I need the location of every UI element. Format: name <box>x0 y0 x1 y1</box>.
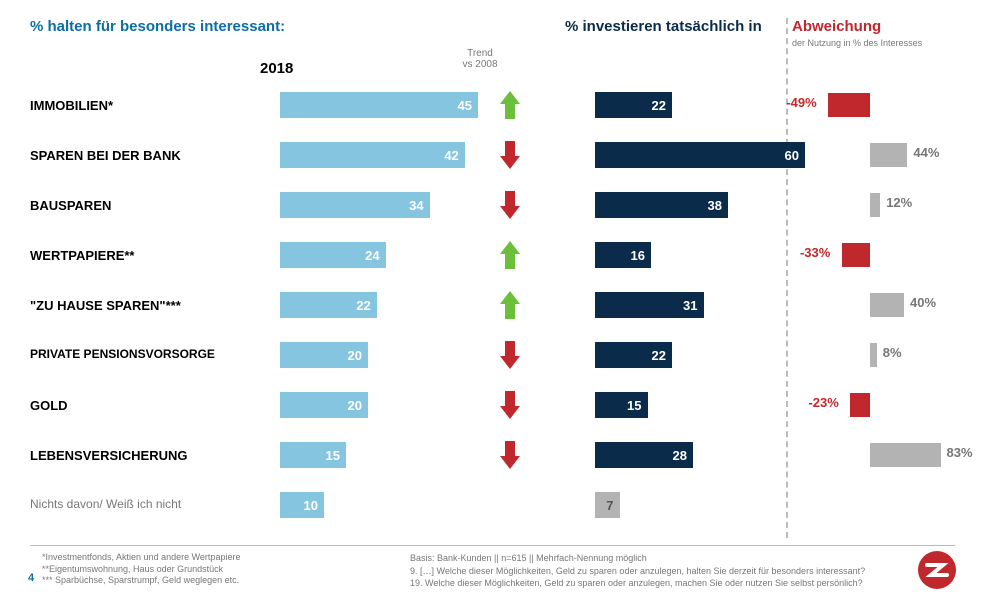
data-row: SPAREN BEI DER BANK 42 60 44% <box>30 135 970 175</box>
arrow-up-icon <box>498 90 522 120</box>
invest-bar: 60 <box>595 142 805 168</box>
row-label: "ZU HAUSE SPAREN"*** <box>30 285 250 325</box>
arrow-up-icon <box>498 290 522 320</box>
invest-bar: 7 <box>595 492 620 518</box>
row-label: Nichts davon/ Weiß ich nicht <box>30 485 250 525</box>
deviation-label: 12% <box>886 195 912 210</box>
interest-bar: 42 <box>280 142 465 168</box>
arrow-down-icon <box>498 440 522 470</box>
deviation-label: 40% <box>910 295 936 310</box>
invest-bar: 38 <box>595 192 728 218</box>
basis-1: Basis: Bank-Kunden || n=615 || Mehrfach-… <box>410 552 865 565</box>
deviation-bar <box>870 443 941 467</box>
trend-arrow <box>495 240 525 270</box>
trend-arrow <box>495 190 525 220</box>
invest-bar: 15 <box>595 392 648 418</box>
invest-bar: 16 <box>595 242 651 268</box>
row-label: SPAREN BEI DER BANK <box>30 135 250 175</box>
interest-header: % halten für besonders interessant: <box>30 18 285 35</box>
row-label: IMMOBILIEN* <box>30 85 250 125</box>
trend-arrow <box>495 90 525 120</box>
chart-page: % halten für besonders interessant: % in… <box>0 0 985 610</box>
footer-line <box>30 545 955 546</box>
trend-arrow <box>495 290 525 320</box>
deviation-label: 8% <box>883 345 902 360</box>
data-row: WERTPAPIERE** 24 16 -33% <box>30 235 970 275</box>
footnotes: *Investmentfonds, Aktien und andere Wert… <box>42 552 240 587</box>
basis-2: 9. […] Welche dieser Möglichkeiten, Geld… <box>410 565 865 578</box>
trend-arrow <box>495 440 525 470</box>
arrow-down-icon <box>498 190 522 220</box>
interest-bar: 24 <box>280 242 386 268</box>
arrow-down-icon <box>498 340 522 370</box>
data-row: GOLD 20 15 -23% <box>30 385 970 425</box>
arrow-down-icon <box>498 140 522 170</box>
deviation-label: 83% <box>947 445 973 460</box>
invest-header: % investieren tatsächlich in <box>565 18 762 35</box>
row-label: LEBENSVERSICHERUNG <box>30 435 250 475</box>
deviation-label: -49% <box>786 95 816 110</box>
data-row: PRIVATE PENSIONSVORSORGE 20 22 8% <box>30 335 970 375</box>
data-row: IMMOBILIEN* 45 22 -49% <box>30 85 970 125</box>
row-label: PRIVATE PENSIONSVORSORGE <box>30 335 250 375</box>
brand-logo <box>917 550 957 590</box>
interest-bar: 15 <box>280 442 346 468</box>
deviation-bar <box>828 93 870 117</box>
deviation-bar <box>850 393 870 417</box>
page-number: 4 <box>28 572 34 584</box>
interest-bar: 22 <box>280 292 377 318</box>
interest-bar: 34 <box>280 192 430 218</box>
row-label: BAUSPAREN <box>30 185 250 225</box>
footnote-3: *** Sparbüchse, Sparstrumpf, Geld wegleg… <box>42 575 240 587</box>
basis-3: 19. Welche dieser Möglichkeiten, Geld zu… <box>410 577 865 590</box>
trend-arrow <box>495 340 525 370</box>
invest-bar: 28 <box>595 442 693 468</box>
data-row: "ZU HAUSE SPAREN"*** 22 31 40% <box>30 285 970 325</box>
deviation-subheader: der Nutzung in % des Interesses <box>792 38 922 48</box>
basis-text: Basis: Bank-Kunden || n=615 || Mehrfach-… <box>410 552 865 590</box>
deviation-bar <box>870 293 904 317</box>
row-label: GOLD <box>30 385 250 425</box>
interest-bar: 20 <box>280 392 368 418</box>
logo-icon <box>917 550 957 590</box>
data-row: BAUSPAREN 34 38 12% <box>30 185 970 225</box>
arrow-up-icon <box>498 240 522 270</box>
deviation-bar <box>870 143 907 167</box>
deviation-bar <box>842 243 870 267</box>
deviation-bar <box>870 193 880 217</box>
year-label: 2018 <box>260 60 293 77</box>
deviation-label: -23% <box>808 395 838 410</box>
row-label: WERTPAPIERE** <box>30 235 250 275</box>
interest-bar: 45 <box>280 92 478 118</box>
deviation-header: Abweichung <box>792 18 881 35</box>
footnote-2: **Eigentumswohnung, Haus oder Grundstück <box>42 564 240 576</box>
interest-bar: 20 <box>280 342 368 368</box>
footnote-1: *Investmentfonds, Aktien und andere Wert… <box>42 552 240 564</box>
interest-bar: 10 <box>280 492 324 518</box>
deviation-bar <box>870 343 877 367</box>
trend-arrow <box>495 390 525 420</box>
trend-header: Trend vs 2008 <box>455 48 505 70</box>
invest-bar: 22 <box>595 92 672 118</box>
invest-bar: 31 <box>595 292 704 318</box>
data-row: Nichts davon/ Weiß ich nicht 10 7 <box>30 485 970 525</box>
trend-arrow <box>495 140 525 170</box>
deviation-label: 44% <box>913 145 939 160</box>
data-row: LEBENSVERSICHERUNG 15 28 83% <box>30 435 970 475</box>
deviation-label: -33% <box>800 245 830 260</box>
invest-bar: 22 <box>595 342 672 368</box>
arrow-down-icon <box>498 390 522 420</box>
